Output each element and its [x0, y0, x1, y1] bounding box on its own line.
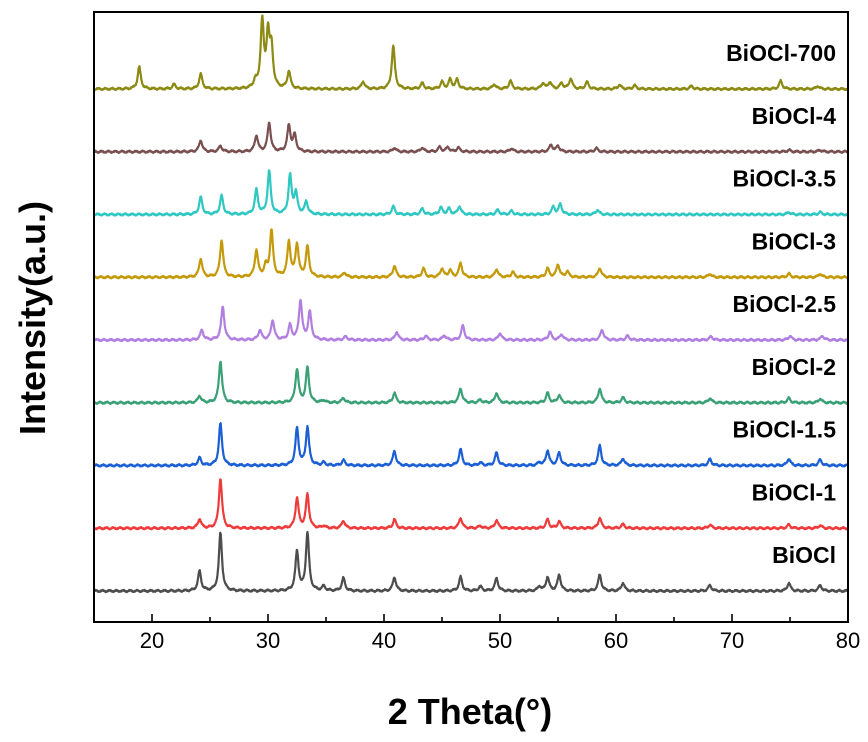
series-line-biocl-4 [93, 121, 849, 154]
series-label-biocl-2-5: BiOCl-2.5 [732, 291, 836, 317]
x-tick-label: 20 [140, 628, 164, 653]
series-line-biocl-2 [93, 360, 849, 405]
series-label-biocl: BiOCl [772, 542, 836, 568]
x-tick-label: 60 [604, 628, 628, 653]
series-label-biocl-700: BiOCl-700 [726, 40, 836, 66]
x-tick-label: 40 [372, 628, 396, 653]
series-label-group: BiOCl BiOCl-1 BiOCl-1.5 BiOCl-2 BiOCl-2.5 BiO… [726, 40, 836, 568]
x-tick-label: 50 [488, 628, 512, 653]
plot-frame [93, 11, 849, 623]
series-label-biocl-3: BiOCl-3 [752, 228, 836, 254]
series-line-biocl-1 [92, 478, 849, 531]
x-tick-group: 20 30 40 50 60 70 80 [93, 614, 860, 653]
x-tick-label: 30 [256, 628, 280, 653]
series-label-biocl-3-5: BiOCl-3.5 [732, 166, 836, 192]
series-line-biocl-3-5 [93, 169, 849, 217]
series-label-biocl-2: BiOCl-2 [752, 354, 836, 380]
series-line-biocl-700 [93, 14, 849, 92]
x-tick-label: 70 [720, 628, 744, 653]
series-label-biocl-1: BiOCl-1 [752, 479, 837, 505]
x-tick-label: 80 [836, 628, 860, 653]
series-label-biocl-1-5: BiOCl-1.5 [732, 417, 836, 443]
series-label-biocl-4: BiOCl-4 [752, 103, 837, 129]
y-axis-title: Intensity(a.u.) [12, 201, 53, 435]
series-group [92, 14, 849, 594]
series-line-biocl-3 [93, 228, 849, 280]
series-line-biocl-2-5 [93, 298, 849, 343]
x-axis-title: 2 Theta(°) [388, 691, 552, 732]
series-line-biocl-1-5 [93, 422, 849, 468]
series-line-biocl [93, 530, 849, 594]
